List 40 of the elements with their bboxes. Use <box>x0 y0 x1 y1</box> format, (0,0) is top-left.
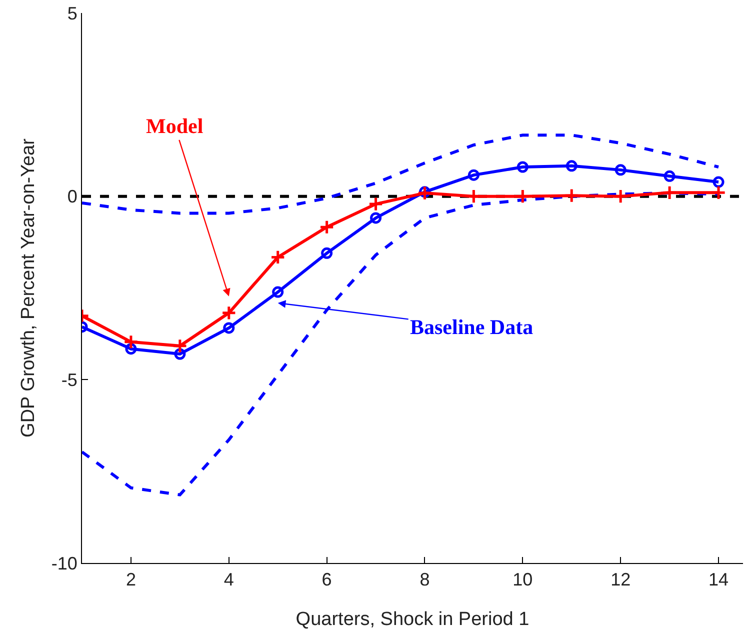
point <box>516 161 528 173</box>
x-tick-label: 2 <box>126 570 136 590</box>
x-tick-label: 10 <box>512 570 533 590</box>
point <box>710 185 726 200</box>
point <box>664 170 676 182</box>
point <box>223 322 235 334</box>
point <box>172 338 188 354</box>
y-tick-label: -10 <box>51 553 78 574</box>
y-tick-label: -5 <box>61 370 78 390</box>
x-tick-label: 6 <box>322 570 332 590</box>
point <box>272 286 284 298</box>
point <box>417 185 432 201</box>
y-axis-title: GDP Growth, Percent Year-on-Year <box>18 138 39 438</box>
point <box>123 334 139 350</box>
point <box>613 188 628 204</box>
point <box>712 176 724 188</box>
text: Model <box>146 114 204 138</box>
point <box>566 160 578 172</box>
point <box>614 164 626 176</box>
text: Baseline Data <box>410 315 534 339</box>
point <box>662 185 678 200</box>
line-series <box>82 192 720 496</box>
point <box>321 247 333 259</box>
point <box>368 196 384 212</box>
y-tick-label: 0 <box>67 186 78 207</box>
x-tick-label: 8 <box>420 570 430 590</box>
point <box>468 169 480 181</box>
point <box>564 188 580 204</box>
y-tick-label: 5 <box>67 3 78 24</box>
point <box>319 220 334 235</box>
line-series <box>82 134 720 215</box>
point <box>370 212 382 224</box>
point <box>221 305 236 320</box>
x-tick-label: 12 <box>610 570 631 590</box>
x-tick-label: 14 <box>708 570 729 590</box>
x-axis-title: Quarters, Shock in Period 1 <box>296 609 530 630</box>
x-tick-label: 4 <box>224 570 234 590</box>
point <box>515 188 530 204</box>
point <box>466 188 482 204</box>
point <box>270 250 286 265</box>
